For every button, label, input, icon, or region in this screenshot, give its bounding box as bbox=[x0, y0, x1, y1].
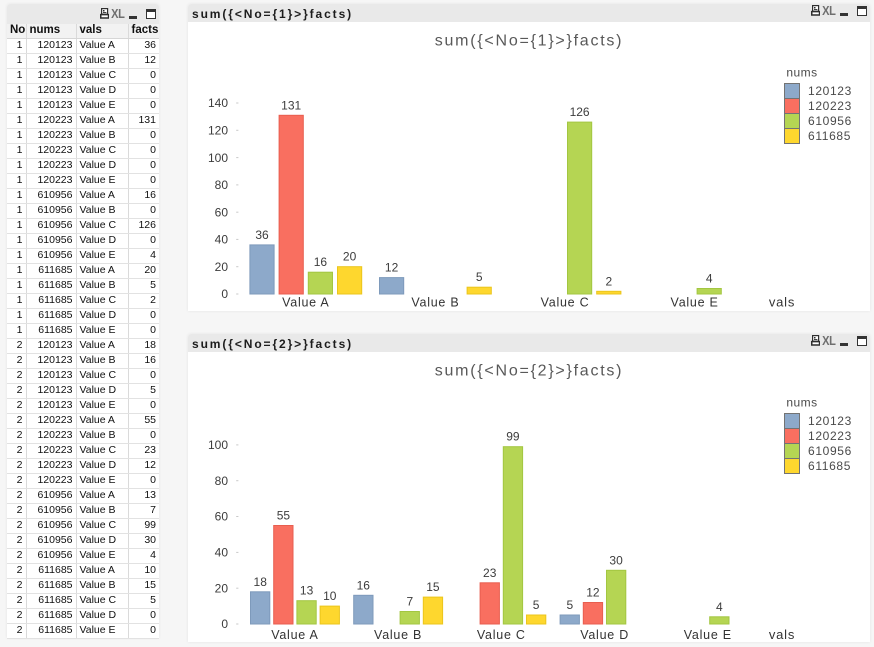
svg-text:140: 140 bbox=[208, 96, 228, 110]
svg-text:120223: 120223 bbox=[808, 429, 852, 443]
svg-text:36: 36 bbox=[255, 228, 269, 242]
svg-text:20: 20 bbox=[215, 581, 229, 595]
svg-text:5: 5 bbox=[566, 598, 573, 612]
svg-text:13: 13 bbox=[300, 584, 314, 598]
svg-text:Value B: Value B bbox=[374, 628, 422, 642]
svg-text:126: 126 bbox=[570, 105, 590, 119]
svg-text:23: 23 bbox=[483, 566, 497, 580]
svg-text:40: 40 bbox=[215, 233, 229, 247]
svg-text:611685: 611685 bbox=[808, 459, 851, 473]
svg-text:Value C: Value C bbox=[541, 296, 590, 310]
svg-text:Value C: Value C bbox=[477, 628, 526, 642]
svg-text:80: 80 bbox=[215, 474, 229, 488]
svg-text:Value B: Value B bbox=[411, 296, 459, 310]
svg-text:99: 99 bbox=[506, 430, 520, 444]
svg-text:12: 12 bbox=[586, 586, 600, 600]
svg-text:120123: 120123 bbox=[808, 414, 852, 428]
svg-text:20: 20 bbox=[343, 250, 357, 264]
svg-text:30: 30 bbox=[609, 553, 623, 567]
svg-text:4: 4 bbox=[716, 600, 723, 614]
svg-text:vals: vals bbox=[769, 295, 795, 310]
svg-text:nums: nums bbox=[786, 396, 817, 410]
svg-text:12: 12 bbox=[385, 261, 399, 275]
svg-text:131: 131 bbox=[281, 98, 301, 112]
svg-text:60: 60 bbox=[215, 510, 229, 524]
svg-text:16: 16 bbox=[314, 255, 328, 269]
svg-text:vals: vals bbox=[769, 627, 795, 642]
svg-text:120: 120 bbox=[208, 124, 228, 138]
svg-text:120223: 120223 bbox=[808, 99, 852, 113]
svg-text:15: 15 bbox=[426, 580, 440, 594]
svg-text:20: 20 bbox=[215, 260, 229, 274]
svg-text:Value E: Value E bbox=[684, 628, 732, 642]
svg-text:Value E: Value E bbox=[671, 296, 719, 310]
svg-text:0: 0 bbox=[221, 287, 228, 301]
svg-text:610956: 610956 bbox=[808, 114, 852, 128]
svg-text:80: 80 bbox=[215, 178, 229, 192]
svg-text:120123: 120123 bbox=[808, 84, 852, 98]
svg-text:611685: 611685 bbox=[808, 129, 851, 143]
svg-text:55: 55 bbox=[277, 509, 291, 523]
svg-text:sum({<No={2}>}facts): sum({<No={2}>}facts) bbox=[435, 363, 623, 380]
svg-text:7: 7 bbox=[406, 595, 413, 609]
svg-text:5: 5 bbox=[476, 270, 483, 284]
svg-text:Value A: Value A bbox=[271, 628, 318, 642]
svg-text:18: 18 bbox=[254, 575, 268, 589]
svg-text:100: 100 bbox=[208, 438, 228, 452]
svg-text:40: 40 bbox=[215, 546, 229, 560]
svg-text:Value D: Value D bbox=[580, 628, 629, 642]
svg-text:4: 4 bbox=[706, 272, 713, 286]
svg-text:nums: nums bbox=[786, 66, 817, 80]
svg-text:5: 5 bbox=[533, 598, 540, 612]
svg-text:Value A: Value A bbox=[282, 296, 329, 310]
svg-text:60: 60 bbox=[215, 205, 229, 219]
svg-text:0: 0 bbox=[221, 617, 228, 631]
svg-text:610956: 610956 bbox=[808, 444, 852, 458]
svg-text:16: 16 bbox=[357, 578, 371, 592]
svg-text:2: 2 bbox=[605, 274, 612, 288]
svg-text:10: 10 bbox=[323, 589, 337, 603]
svg-text:sum({<No={1}>}facts): sum({<No={1}>}facts) bbox=[435, 33, 623, 50]
svg-text:100: 100 bbox=[208, 151, 228, 165]
